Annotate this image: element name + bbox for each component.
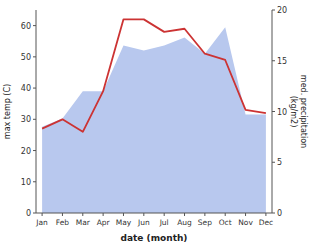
y-tick-label: 20 <box>21 147 31 156</box>
y-tick-label: 10 <box>21 178 31 187</box>
y-axis-label: max temp (C) <box>3 84 12 139</box>
y2-tick-label: 20 <box>277 6 287 15</box>
x-axis-label: date (month) <box>121 233 188 243</box>
y-tick <box>33 88 36 89</box>
y-tick <box>33 119 36 120</box>
y-tick-label: 0 <box>26 209 31 218</box>
y2-axis-label: med. precipitation(kg/m2) <box>289 75 308 148</box>
temperature-line <box>42 19 266 131</box>
y-tick <box>33 25 36 26</box>
x-tick-label: Jun <box>137 218 150 227</box>
x-tick <box>62 213 63 216</box>
x-tick <box>103 213 104 216</box>
x-tick-label: Nov <box>238 218 253 227</box>
x-tick-label: Apr <box>97 218 111 227</box>
x-tick <box>204 213 205 216</box>
x-tick-label: Oct <box>219 218 232 227</box>
y2-tick <box>272 111 275 112</box>
y2-axis-label-line: (kg/m2) <box>289 96 298 128</box>
y-tick-label: 60 <box>21 22 31 31</box>
y-tick <box>33 213 36 214</box>
x-tick <box>265 213 266 216</box>
x-tick <box>143 213 144 216</box>
y-axis-line <box>36 10 37 213</box>
y2-tick <box>272 10 275 11</box>
x-tick <box>82 213 83 216</box>
y-tick-label: 30 <box>21 115 31 124</box>
x-tick-label: Jul <box>159 218 169 227</box>
x-tick <box>164 213 165 216</box>
x-tick <box>42 213 43 216</box>
x-tick-label: Jan <box>35 218 48 227</box>
y2-tick <box>272 162 275 163</box>
x-tick-label: Sep <box>198 218 212 227</box>
y-tick-label: 50 <box>21 53 31 62</box>
x-tick-label: Mar <box>76 218 91 227</box>
y2-tick-label: 5 <box>277 158 282 167</box>
x-axis-line <box>36 213 272 214</box>
x-tick-label: Dec <box>259 218 274 227</box>
y2-tick-label: 15 <box>277 57 287 66</box>
x-tick <box>123 213 124 216</box>
y2-tick <box>272 60 275 61</box>
y-tick <box>33 181 36 182</box>
precipitation-area <box>42 27 266 213</box>
plot-area <box>42 19 266 213</box>
x-tick <box>245 213 246 216</box>
chart-container: 0 10 20 30 40 50 60 0 5 10 15 20 Jan Feb Mar Apr May Jun J… <box>0 0 318 247</box>
y2-axis-label-line: med. precipitation <box>299 75 308 148</box>
x-tick-label: May <box>116 218 132 227</box>
chart-svg: 0 10 20 30 40 50 60 0 5 10 15 20 Jan Feb Mar Apr May Jun J… <box>0 0 318 247</box>
x-tick-label: Feb <box>56 218 70 227</box>
y2-tick <box>272 213 275 214</box>
x-tick <box>184 213 185 216</box>
x-tick-label: Aug <box>177 218 192 227</box>
y2-tick-label: 10 <box>277 108 287 117</box>
x-tick <box>225 213 226 216</box>
y2-tick-label: 0 <box>277 209 282 218</box>
y-tick-label: 40 <box>21 84 31 93</box>
y-tick <box>33 150 36 151</box>
y-tick <box>33 56 36 57</box>
